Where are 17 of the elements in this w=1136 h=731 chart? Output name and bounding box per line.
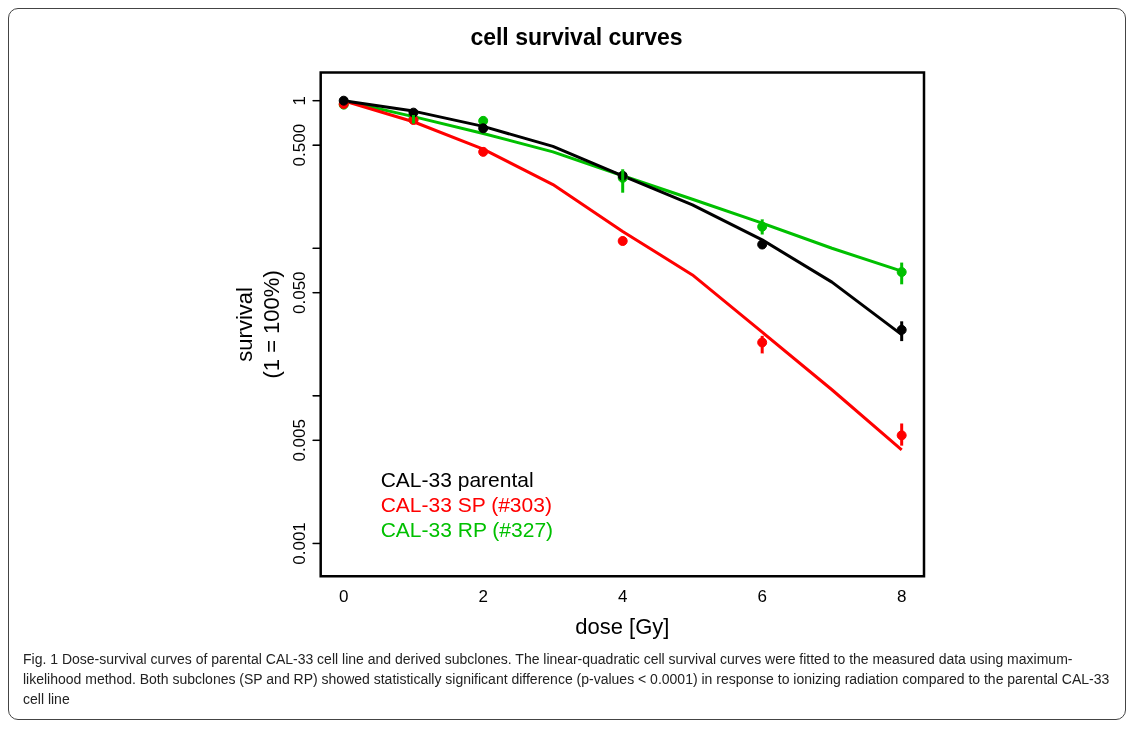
x-tick-label: 6 — [757, 587, 767, 607]
y-tick-label: 0.001 — [289, 522, 309, 565]
y-axis-title: survival (1 = 100%) — [232, 270, 284, 379]
x-axis-title: dose [Gy] — [575, 613, 670, 639]
chart-title: cell survival curves — [470, 24, 683, 51]
x-tick-label: 4 — [617, 587, 628, 607]
text: CAL-33 RP (#327) — [380, 518, 554, 542]
y-tick-label: 1 — [289, 95, 309, 106]
y-tick-label: 0.005 — [289, 419, 309, 462]
x-tick-label: 0 — [338, 587, 349, 607]
text: CAL-33 SP (#303) — [380, 493, 552, 517]
x-tick-label: 2 — [478, 587, 488, 607]
caption: Fig. 1 Dose-survival curves of parental CAL-33 cell line and derived subclones. The linear-quadratic cell survival curves were fitted to the measured data using maximum-likelihood method. Both subclones (SP and RP) showed statistically significant difference (p-values < 0.0001) in response to ionizing radiation compared to the parental CAL-33 cell line — [22, 650, 1111, 709]
y-tick-label: 0.500 — [289, 123, 309, 167]
y-tick-label: 0.050 — [289, 271, 309, 314]
x-tick-label: 8 — [896, 587, 907, 607]
text: CAL-33 parental — [380, 468, 534, 492]
